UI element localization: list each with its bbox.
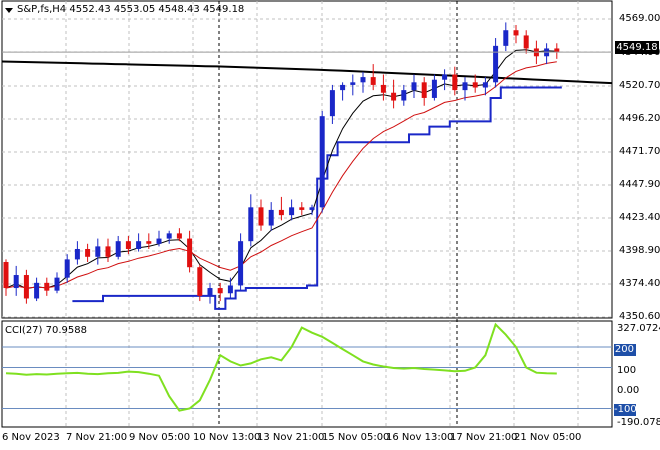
time-tick: 9 Nov 05:00 [129, 432, 191, 443]
candle-body [401, 90, 407, 101]
dropdown-triangle-icon[interactable] [5, 8, 13, 13]
candle-body [248, 207, 254, 242]
candle-body [411, 82, 417, 91]
price-tick: 4398.90 [619, 245, 660, 256]
candle-body [442, 74, 448, 80]
candle-body [431, 79, 437, 98]
cci-tick: 0.00 [617, 385, 640, 396]
candle-body [268, 209, 274, 226]
candle-body [493, 45, 499, 83]
candle-body [350, 82, 356, 85]
candle-body [95, 246, 101, 257]
candle-body [197, 267, 203, 296]
candle-body [227, 285, 233, 294]
price-tick: 4496.20 [619, 113, 660, 124]
candle-body [258, 207, 264, 226]
candle-body [421, 82, 427, 98]
time-tick: 6 Nov 2023 [2, 432, 60, 443]
candle-body [472, 82, 478, 88]
candle-body [217, 288, 223, 294]
candle-body [462, 82, 468, 91]
candle-body [125, 241, 131, 249]
candle-body [289, 207, 295, 216]
price-tick: 4569.00 [619, 13, 660, 24]
candle-body [187, 238, 193, 268]
cci-line [5, 322, 557, 412]
support-step-line [72, 86, 562, 310]
time-tick: 16 Nov 13:00 [386, 432, 454, 443]
time-tick: 17 Nov 21:00 [450, 432, 518, 443]
cci-level-minus100-badge: -100 [614, 404, 637, 416]
candle-body [513, 30, 519, 36]
candle-body [74, 248, 80, 260]
candle-body [503, 30, 509, 46]
candle-body [44, 282, 50, 291]
candle-body [34, 282, 40, 299]
time-tick: 7 Nov 21:00 [66, 432, 128, 443]
cci-tick: 100 [617, 365, 637, 376]
cci-tick: 327.0724 [617, 323, 660, 334]
candle-body [329, 90, 335, 117]
candle-body [340, 84, 346, 91]
candle-body [380, 84, 386, 93]
candle-body [554, 48, 560, 53]
price-tick: 4471.70 [619, 146, 660, 157]
candle-body [278, 209, 284, 216]
candle-body [105, 246, 111, 257]
candle-body [85, 248, 91, 257]
candle-body [452, 74, 458, 91]
price-tick: 4350.60 [619, 311, 660, 322]
indicator-pane-frame [1, 320, 613, 428]
candle-body [238, 241, 244, 286]
candle-body [360, 77, 366, 83]
candle-body [166, 233, 172, 239]
long-moving-average [1, 60, 613, 85]
price-tick: 4447.90 [619, 179, 660, 190]
candle-body [13, 275, 19, 289]
candle-body [146, 241, 152, 244]
candle-body [115, 241, 121, 257]
price-tick: 4374.40 [619, 278, 660, 289]
candle-body [299, 207, 305, 210]
candle-body [23, 275, 29, 299]
candle-body [64, 259, 70, 278]
candle-body [3, 262, 9, 289]
candle-body [482, 82, 488, 88]
candle-body [309, 207, 315, 210]
time-tick: 13 Nov 21:00 [257, 432, 325, 443]
time-tick: 10 Nov 13:00 [193, 432, 261, 443]
candle-body [54, 277, 60, 291]
ohlc-values: 4552.43 4553.05 4548.43 4549.18 [69, 4, 245, 15]
time-tick: 21 Nov 05:00 [514, 432, 582, 443]
candle-body [176, 233, 182, 239]
candle-body [207, 288, 213, 296]
time-tick: 15 Nov 05:00 [322, 432, 390, 443]
chart-header: S&P,fs,H4 4552.43 4553.05 4548.43 4549.1… [17, 4, 244, 16]
candle-body [136, 241, 142, 249]
cci-level-200-badge: 200 [614, 344, 636, 356]
current-price-marker: 4549.18 [615, 41, 659, 54]
candle-body [391, 92, 397, 101]
price-tick: 4423.40 [619, 212, 660, 223]
symbol-label: S&P,fs,H4 [17, 4, 67, 15]
price-pane-frame [1, 0, 613, 319]
cci-label: CCI(27) 70.9588 [5, 325, 87, 336]
candle-body [319, 116, 325, 208]
candle-body [156, 238, 162, 244]
candle-body [370, 77, 376, 85]
cci-tick: -190.0787 [617, 417, 660, 428]
price-tick: 4520.70 [619, 80, 660, 91]
candle-body [523, 35, 529, 49]
